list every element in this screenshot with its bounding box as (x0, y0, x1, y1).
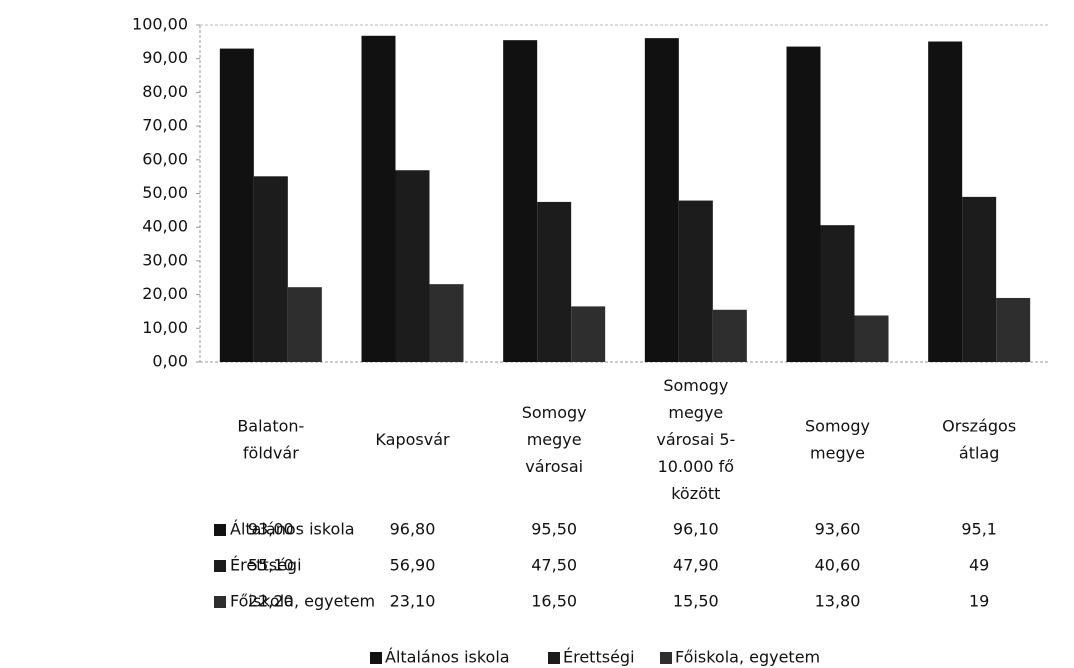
x-tick-line: megye (810, 443, 865, 462)
bar (786, 46, 821, 363)
x-tick-line: Somogy (663, 376, 728, 395)
table-value: 22,20 (248, 592, 294, 611)
legend-label: Érettségi (563, 648, 635, 667)
bar (712, 309, 747, 362)
table-value: 40,60 (815, 556, 861, 575)
x-tick-line: átlag (959, 443, 999, 462)
table-value: 47,50 (531, 556, 577, 575)
x-tick-line: 10.000 fő (658, 457, 735, 476)
y-tick-label: 20,00 (142, 284, 188, 303)
y-tick-label: 90,00 (142, 48, 188, 67)
legend-key (660, 652, 672, 664)
x-tick-line: Somogy (522, 403, 587, 422)
bar (361, 35, 396, 363)
table-key (214, 560, 226, 572)
bar (287, 287, 322, 362)
x-tick-line: megye (527, 430, 582, 449)
y-tick-label: 40,00 (142, 217, 188, 236)
x-tick-label: Somogy megye (805, 416, 870, 462)
y-tick-label: 80,00 (142, 82, 188, 101)
bar (962, 196, 997, 362)
legend-key (370, 652, 382, 664)
x-tick-line: városai (525, 457, 583, 476)
x-tick-line: megye (668, 403, 723, 422)
bar (219, 48, 254, 363)
bar (537, 201, 572, 362)
legend-label: Főiskola, egyetem (675, 648, 820, 667)
bar (503, 40, 538, 362)
y-tick-label: 10,00 (142, 318, 188, 337)
table-value: 15,50 (673, 592, 719, 611)
table-value: 49 (969, 556, 989, 575)
y-tick-label: 60,00 (142, 149, 188, 168)
bar (429, 284, 464, 362)
table-value: 16,50 (531, 592, 577, 611)
table-value: 96,10 (673, 520, 719, 539)
table-value: 23,10 (390, 592, 436, 611)
x-tick-label: Kaposvár (375, 430, 450, 449)
x-tick-label: Országos átlag (942, 416, 1016, 462)
x-tick-label: Balaton-földvár (237, 416, 304, 462)
table-row-label: Általános iskola (230, 520, 355, 539)
table-row-label: Érettségi (230, 556, 302, 575)
x-tick-line: Balaton- (237, 416, 304, 435)
bar (253, 176, 288, 362)
y-tick-label: 50,00 (142, 183, 188, 202)
x-tick-label: Somogy megye városai 5- 10.000 fő között (656, 376, 735, 503)
bar (820, 225, 855, 362)
table-value: 93,00 (248, 520, 294, 539)
bar (678, 200, 713, 362)
x-tick-line: között (671, 484, 720, 503)
table-key (214, 524, 226, 536)
bar (644, 38, 679, 362)
table-value: 56,90 (390, 556, 436, 575)
table-row-label: Főiskola, egyetem (230, 592, 375, 611)
table-value: 47,90 (673, 556, 719, 575)
bar (395, 170, 430, 362)
table-value: 13,80 (815, 592, 861, 611)
x-tick-line: Kaposvár (375, 430, 450, 449)
x-tick-line: Somogy (805, 416, 870, 435)
bar (571, 306, 606, 362)
y-tick-label: 70,00 (142, 116, 188, 135)
bar (996, 297, 1031, 362)
x-tick-line: Országos (942, 416, 1016, 435)
legend-key (548, 652, 560, 664)
x-tick-line: városai 5- (656, 430, 735, 449)
y-tick-label: 30,00 (142, 250, 188, 269)
table-value: 19 (969, 592, 989, 611)
legend-label: Általános iskola (385, 648, 510, 667)
table-value: 95,50 (531, 520, 577, 539)
x-tick-line: földvár (243, 443, 299, 462)
y-tick-label: 100,00 (132, 15, 188, 34)
table-value: 93,60 (815, 520, 861, 539)
table-value: 96,80 (390, 520, 436, 539)
table-value: 95,1 (961, 520, 997, 539)
y-tick-label: 0,00 (152, 352, 188, 371)
table-value: 55,10 (248, 556, 294, 575)
x-tick-label: Somogy megye városai (522, 403, 587, 476)
bar (928, 41, 963, 362)
bar (854, 315, 889, 362)
table-key (214, 596, 226, 608)
